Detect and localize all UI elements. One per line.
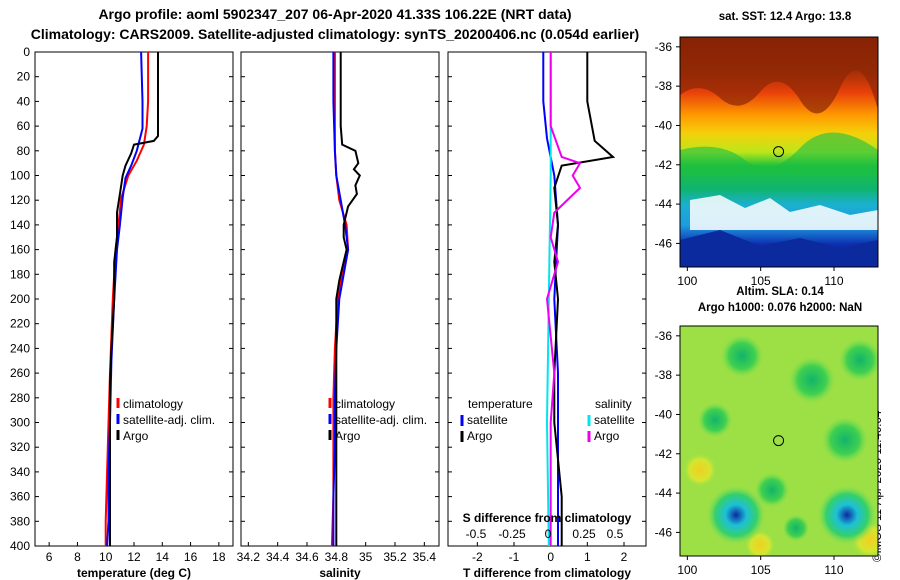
map-lon-label: 100 xyxy=(677,274,697,288)
x-tick-label: 0 xyxy=(547,550,554,564)
depth-tick-label: 80 xyxy=(17,144,31,158)
map-lon-label: 105 xyxy=(751,274,771,288)
depth-tick-label: 280 xyxy=(10,391,30,405)
series-line-t-argo xyxy=(553,52,616,546)
depth-tick-label: 0 xyxy=(23,45,30,59)
x-tick-label: 34.2 xyxy=(237,550,261,564)
x-top-tick-label: 0.25 xyxy=(572,527,596,541)
depth-tick-label: 320 xyxy=(10,440,30,454)
sst-map-label: sat. SST: 12.4 Argo: 13.8 xyxy=(718,11,852,23)
x-tick-label: 34.8 xyxy=(325,550,349,564)
x-tick-label: -2 xyxy=(472,550,483,564)
x-axis-label-salinity: salinity xyxy=(319,566,361,580)
map-lat-label: -44 xyxy=(655,486,673,500)
map-lat-label: -38 xyxy=(655,368,673,382)
sst-map-frame xyxy=(679,36,879,268)
x-tick-label: 35.2 xyxy=(383,550,407,564)
depth-tick-label: 180 xyxy=(10,267,30,281)
sla-map-label: Altim. SLA: 0.14 xyxy=(736,286,824,298)
depth-tick-label: 220 xyxy=(10,317,30,331)
series-line-satellite-adj.-clim. xyxy=(332,52,350,546)
argo-location-marker-sla xyxy=(773,435,785,447)
map-lat-label: -42 xyxy=(655,158,673,172)
depth-tick-label: 340 xyxy=(10,465,30,479)
legend-label: Argo xyxy=(123,429,149,443)
map-lon-label: 105 xyxy=(751,563,771,577)
x-top-tick-label: -0.25 xyxy=(498,527,526,541)
x-tick-label: 35.4 xyxy=(413,550,437,564)
map-lon-label: 110 xyxy=(824,563,843,577)
map-lat-label: -36 xyxy=(655,329,673,343)
legend-label: climatology xyxy=(123,397,183,411)
map-lat-label: -46 xyxy=(655,525,673,539)
depth-tick-label: 260 xyxy=(10,366,30,380)
x-tick-label: 12 xyxy=(127,550,141,564)
sla-map-image xyxy=(680,326,878,556)
map-lon-label: 110 xyxy=(824,274,843,288)
x-axis-label-difference: T difference from climatology xyxy=(463,566,631,580)
depth-tick-label: 140 xyxy=(10,218,30,232)
x-axis-label-s-difference: S difference from climatology xyxy=(463,511,632,525)
depth-tick-label: 160 xyxy=(10,243,30,257)
x-tick-label: 8 xyxy=(74,550,81,564)
x-tick-label: 34.4 xyxy=(266,550,290,564)
x-tick-label: 35 xyxy=(359,550,373,564)
map-lat-label: -42 xyxy=(655,447,673,461)
x-tick-label: -1 xyxy=(509,550,520,564)
panel-frame-temperature xyxy=(34,51,234,547)
legend-label: satellite xyxy=(467,413,508,427)
depth-tick-label: 40 xyxy=(17,94,31,108)
legend-label: climatology xyxy=(335,397,395,411)
map-lat-label: -36 xyxy=(655,40,673,54)
depth-tick-label: 360 xyxy=(10,490,30,504)
legend-label: satellite xyxy=(594,413,635,427)
depth-tick-label: 200 xyxy=(10,292,30,306)
x-tick-label: 6 xyxy=(46,550,53,564)
legend-title-temperature: temperature xyxy=(468,397,533,411)
x-tick-label: 1 xyxy=(584,550,591,564)
depth-tick-label: 400 xyxy=(10,539,30,553)
depth-tick-label: 60 xyxy=(17,119,31,133)
series-line-s-argo xyxy=(545,52,582,546)
x-top-tick-label: -0.5 xyxy=(466,527,487,541)
depth-tick-label: 380 xyxy=(10,514,30,528)
x-tick-label: 16 xyxy=(184,550,198,564)
x-top-tick-label: 0 xyxy=(545,527,552,541)
depth-tick-label: 120 xyxy=(10,193,30,207)
series-line-climatology xyxy=(104,52,150,546)
argo-location-marker-sst xyxy=(773,146,785,158)
series-line-argo xyxy=(335,52,361,546)
legend-label: satellite-adj. clim. xyxy=(335,413,427,427)
sst-map-image xyxy=(680,37,878,267)
depth-tick-label: 20 xyxy=(17,70,31,84)
legend-title-salinity: salinity xyxy=(595,397,632,411)
legend-label: Argo xyxy=(467,429,493,443)
map-lon-label: 100 xyxy=(677,563,697,577)
x-axis-label-temperature: temperature (deg C) xyxy=(77,566,191,580)
x-tick-label: 14 xyxy=(156,550,170,564)
x-tick-label: 18 xyxy=(212,550,226,564)
x-tick-label: 10 xyxy=(99,550,113,564)
plot-title-line1: Argo profile: aoml 5902347_207 06-Apr-20… xyxy=(98,6,572,22)
map-lat-label: -46 xyxy=(655,236,673,250)
map-lat-label: -40 xyxy=(655,118,673,132)
x-tick-label: 2 xyxy=(621,550,628,564)
x-tick-label: 34.6 xyxy=(295,550,319,564)
depth-tick-label: 100 xyxy=(10,169,30,183)
x-top-tick-label: 0.5 xyxy=(607,527,624,541)
argo-height-label: Argo h1000: 0.076 h2000: NaN xyxy=(697,302,863,314)
map-lat-label: -38 xyxy=(655,79,673,93)
series-line-argo xyxy=(109,52,159,546)
depth-tick-label: 300 xyxy=(10,416,30,430)
legend-label: Argo xyxy=(594,429,620,443)
map-lat-label: -44 xyxy=(655,197,673,211)
legend-label: Argo xyxy=(335,429,361,443)
map-lat-label: -40 xyxy=(655,407,673,421)
legend-label: satellite-adj. clim. xyxy=(123,413,215,427)
sla-map-frame xyxy=(679,325,879,557)
depth-tick-label: 240 xyxy=(10,341,30,355)
plot-title-line2: Climatology: CARS2009. Satellite-adjuste… xyxy=(30,26,640,42)
